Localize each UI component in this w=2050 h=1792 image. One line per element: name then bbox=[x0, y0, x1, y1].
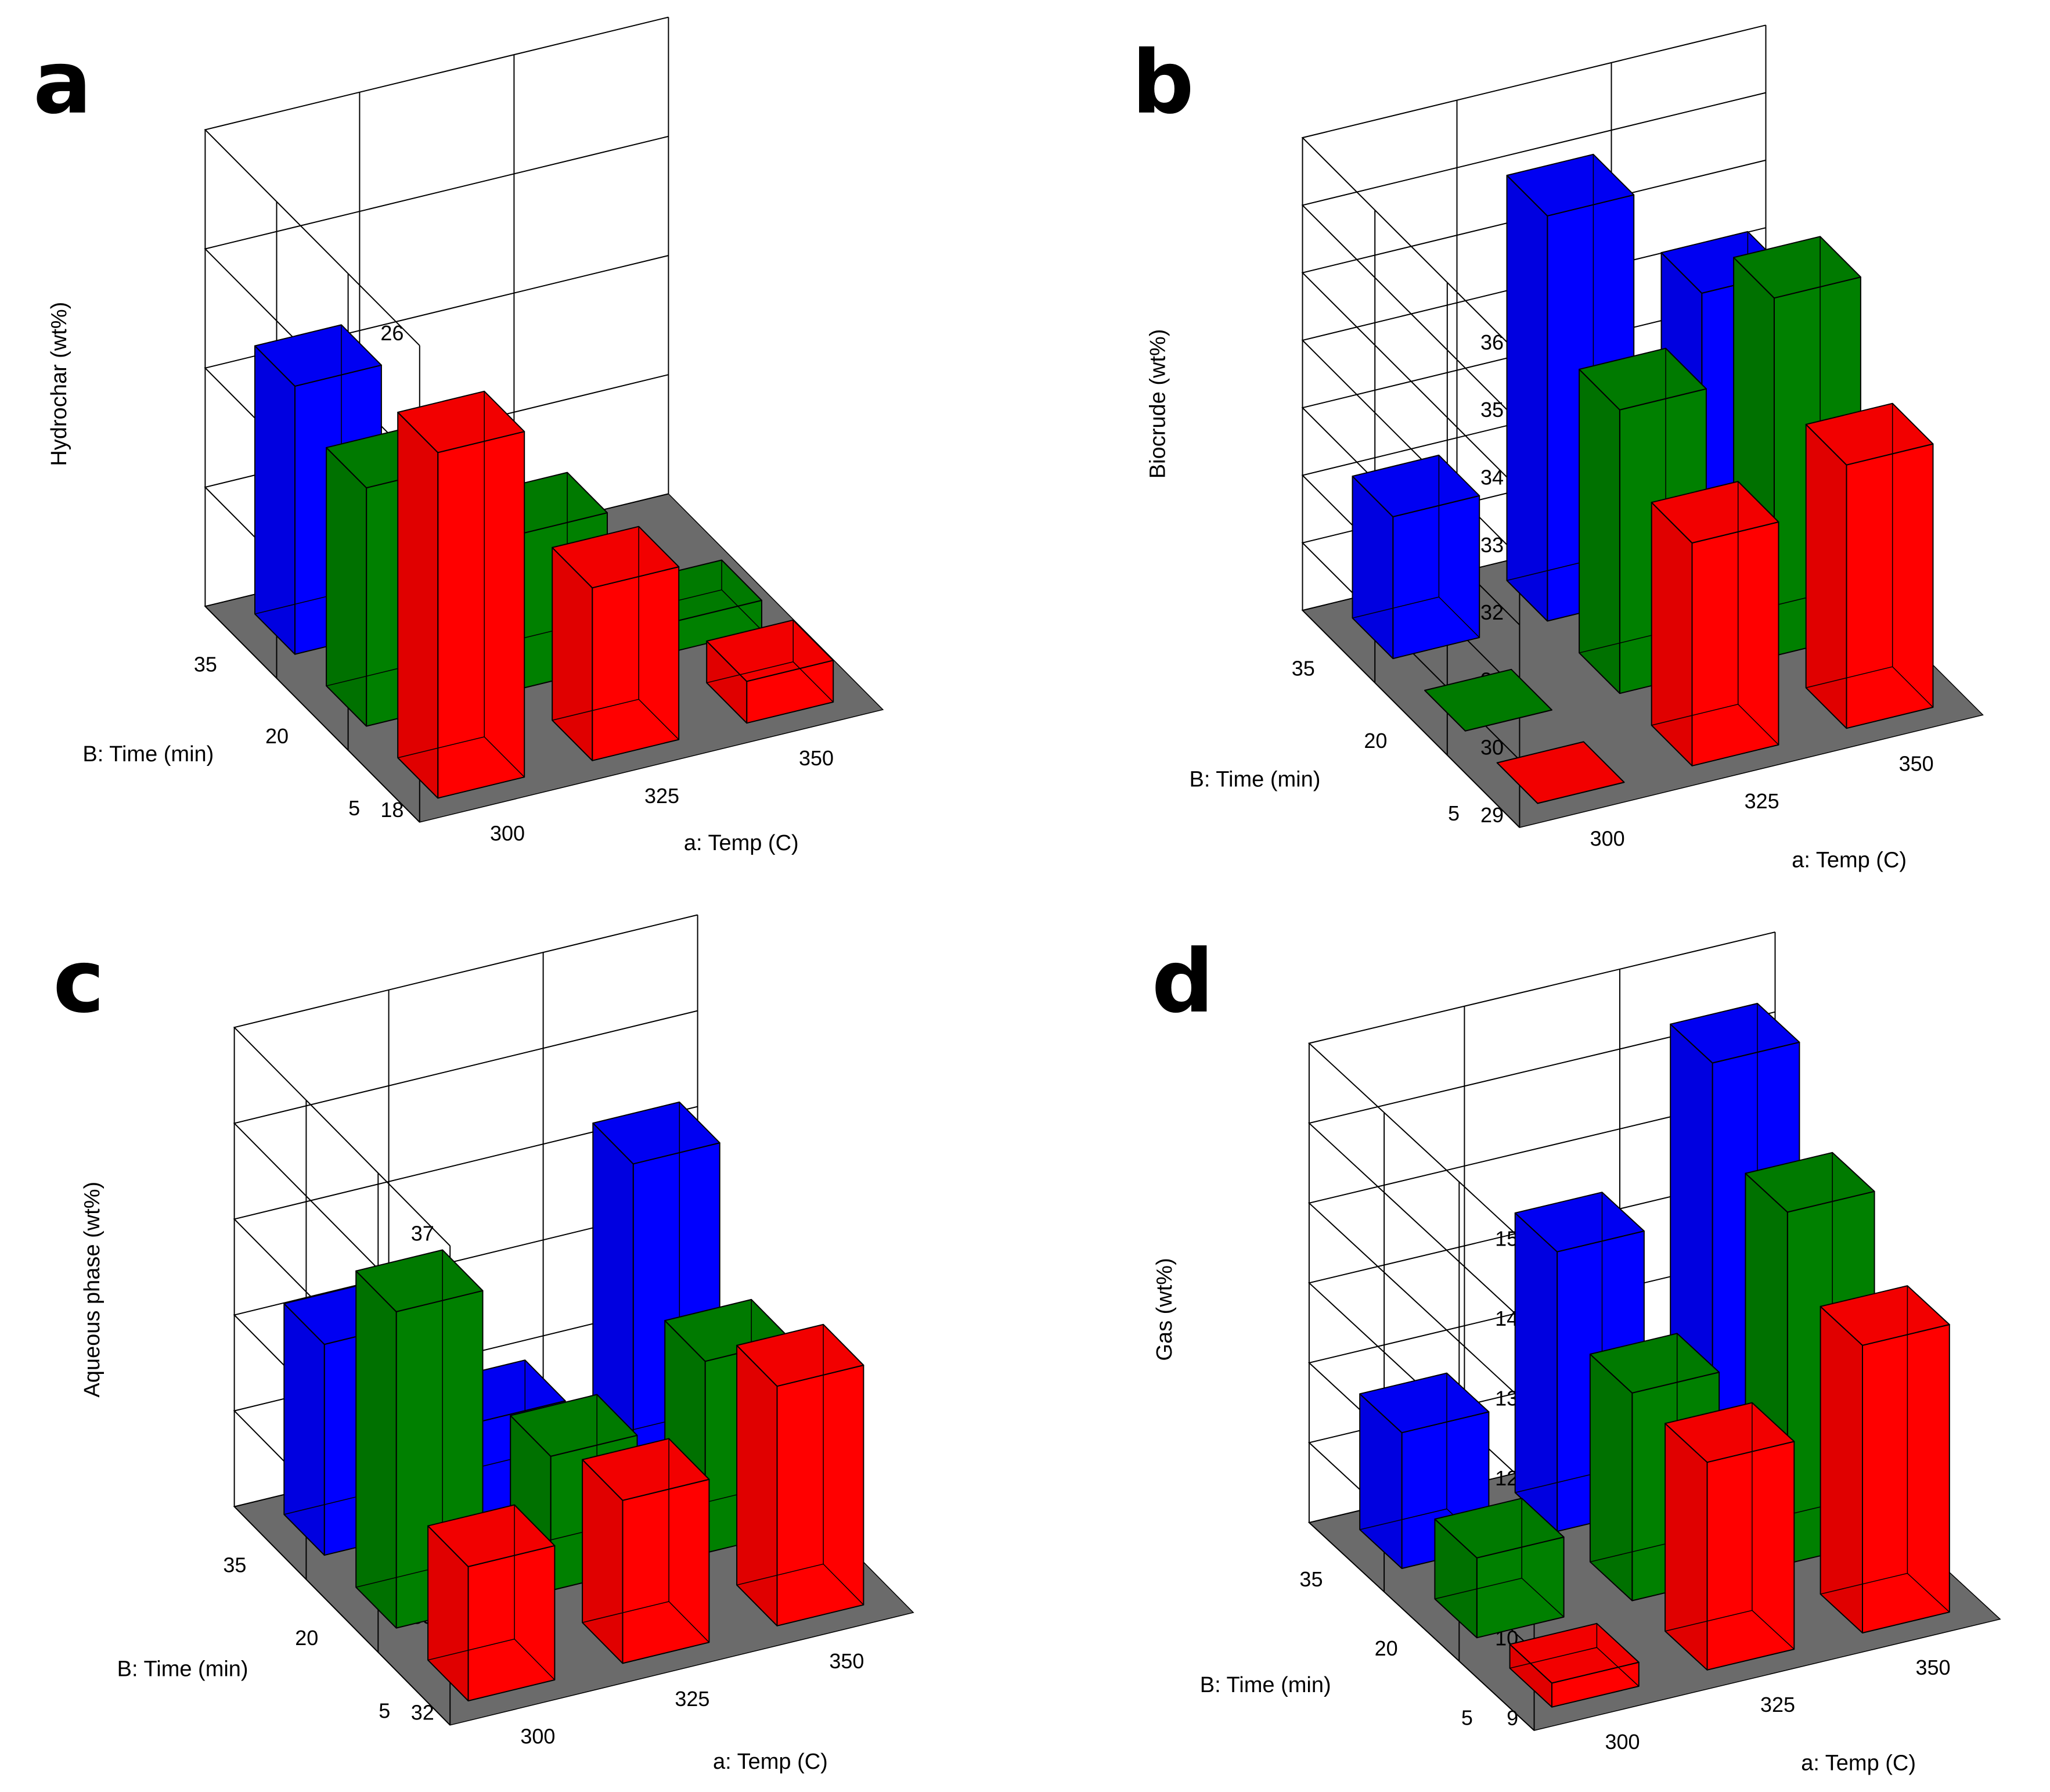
bar-temp350-time5 bbox=[1805, 402, 1934, 729]
bar-temp300-time35 bbox=[1352, 454, 1480, 660]
panel-d: d910111213141530032535035205Gas (wt%)a: … bbox=[1152, 931, 2001, 1775]
bar-temp300-time5 bbox=[1509, 1622, 1640, 1708]
x-tick-label: 300 bbox=[1590, 827, 1625, 851]
bars bbox=[1359, 1003, 1950, 1708]
y-tick-label: 35 bbox=[1292, 657, 1315, 681]
panel-c: c32333435363730032535035205Aqueous phase… bbox=[53, 914, 914, 1774]
x-axis-label: a: Temp (C) bbox=[1792, 848, 1907, 872]
y-axis-label: B: Time (min) bbox=[117, 1657, 248, 1681]
bar-temp325-time5 bbox=[582, 1438, 710, 1664]
panel-letter: a bbox=[33, 33, 92, 134]
z-tick-label: 12 bbox=[1495, 1466, 1518, 1490]
x-tick-label: 325 bbox=[1745, 789, 1779, 813]
x-tick-label: 350 bbox=[1916, 1656, 1951, 1679]
bars bbox=[1352, 153, 1934, 804]
z-tick-label: 34 bbox=[1480, 465, 1504, 489]
bar-temp350-time5 bbox=[736, 1323, 864, 1627]
x-axis-label: a: Temp (C) bbox=[713, 1750, 828, 1774]
x-axis-label: a: Temp (C) bbox=[684, 831, 799, 855]
y-axis-label: B: Time (min) bbox=[82, 742, 214, 767]
panel-letter: c bbox=[53, 931, 105, 1032]
bar-temp350-time5 bbox=[706, 619, 834, 724]
panel-letter: b bbox=[1132, 33, 1194, 134]
bar-temp300-time20 bbox=[1424, 668, 1552, 732]
x-tick-label: 325 bbox=[675, 1687, 709, 1711]
z-tick-label: 13 bbox=[1495, 1387, 1518, 1410]
x-tick-label: 300 bbox=[490, 821, 525, 845]
y-tick-label: 20 bbox=[265, 724, 289, 748]
z-tick-label: 30 bbox=[1480, 736, 1504, 760]
bar-temp350-time5 bbox=[1820, 1285, 1950, 1633]
z-tick-label: 29 bbox=[1480, 803, 1504, 827]
y-axis-label: B: Time (min) bbox=[1189, 767, 1320, 791]
bar-temp325-time5 bbox=[1651, 481, 1779, 767]
z-tick-label: 14 bbox=[1495, 1307, 1518, 1330]
y-tick-label: 35 bbox=[223, 1553, 246, 1577]
y-tick-label: 20 bbox=[1364, 729, 1387, 753]
z-tick-label: 33 bbox=[1480, 533, 1504, 557]
z-axis-label: Hydrochar (wt%) bbox=[47, 302, 71, 466]
panel-a: a182022242630032535035205Hydrochar (wt%)… bbox=[33, 16, 884, 855]
x-tick-label: 325 bbox=[644, 784, 679, 808]
z-tick-label: 37 bbox=[411, 1221, 434, 1245]
x-tick-label: 350 bbox=[1899, 751, 1934, 775]
panel-b: b293031323334353630032535035205Biocrude … bbox=[1132, 24, 1984, 872]
bar-temp325-time5 bbox=[552, 526, 680, 761]
x-tick-label: 300 bbox=[1605, 1730, 1640, 1754]
y-tick-label: 5 bbox=[379, 1699, 390, 1722]
bar-temp300-time5 bbox=[427, 1504, 556, 1701]
bar-temp300-time20 bbox=[1434, 1498, 1565, 1639]
x-tick-label: 350 bbox=[829, 1649, 864, 1673]
bar-temp300-time5 bbox=[1496, 741, 1625, 804]
y-tick-label: 20 bbox=[295, 1626, 318, 1650]
y-tick-label: 5 bbox=[1461, 1705, 1473, 1729]
z-tick-label: 18 bbox=[380, 798, 403, 822]
bars bbox=[283, 1101, 864, 1701]
panel-letter: d bbox=[1152, 931, 1214, 1032]
z-axis-label: Biocrude (wt%) bbox=[1145, 329, 1170, 479]
z-tick-label: 32 bbox=[1480, 600, 1504, 624]
y-tick-label: 5 bbox=[348, 796, 360, 820]
bar-temp300-time5 bbox=[397, 390, 525, 799]
y-tick-label: 35 bbox=[194, 652, 217, 676]
y-tick-label: 35 bbox=[1299, 1567, 1323, 1591]
y-axis-label: B: Time (min) bbox=[1200, 1673, 1331, 1697]
z-tick-label: 26 bbox=[380, 321, 403, 345]
bars bbox=[254, 324, 834, 799]
z-axis-label: Aqueous phase (wt%) bbox=[80, 1182, 105, 1398]
y-tick-label: 5 bbox=[1448, 801, 1460, 825]
x-axis-label: a: Temp (C) bbox=[1801, 1751, 1916, 1775]
z-tick-label: 9 bbox=[1507, 1706, 1518, 1730]
y-tick-label: 20 bbox=[1375, 1636, 1398, 1660]
x-tick-label: 300 bbox=[520, 1724, 555, 1748]
z-tick-label: 35 bbox=[1480, 398, 1504, 422]
x-tick-label: 325 bbox=[1760, 1693, 1795, 1717]
z-tick-label: 32 bbox=[411, 1701, 434, 1725]
z-tick-label: 36 bbox=[1480, 330, 1504, 354]
z-tick-label: 15 bbox=[1495, 1226, 1518, 1250]
bar-temp325-time5 bbox=[1665, 1402, 1795, 1671]
z-axis-label: Gas (wt%) bbox=[1152, 1258, 1177, 1361]
x-tick-label: 350 bbox=[799, 746, 834, 770]
